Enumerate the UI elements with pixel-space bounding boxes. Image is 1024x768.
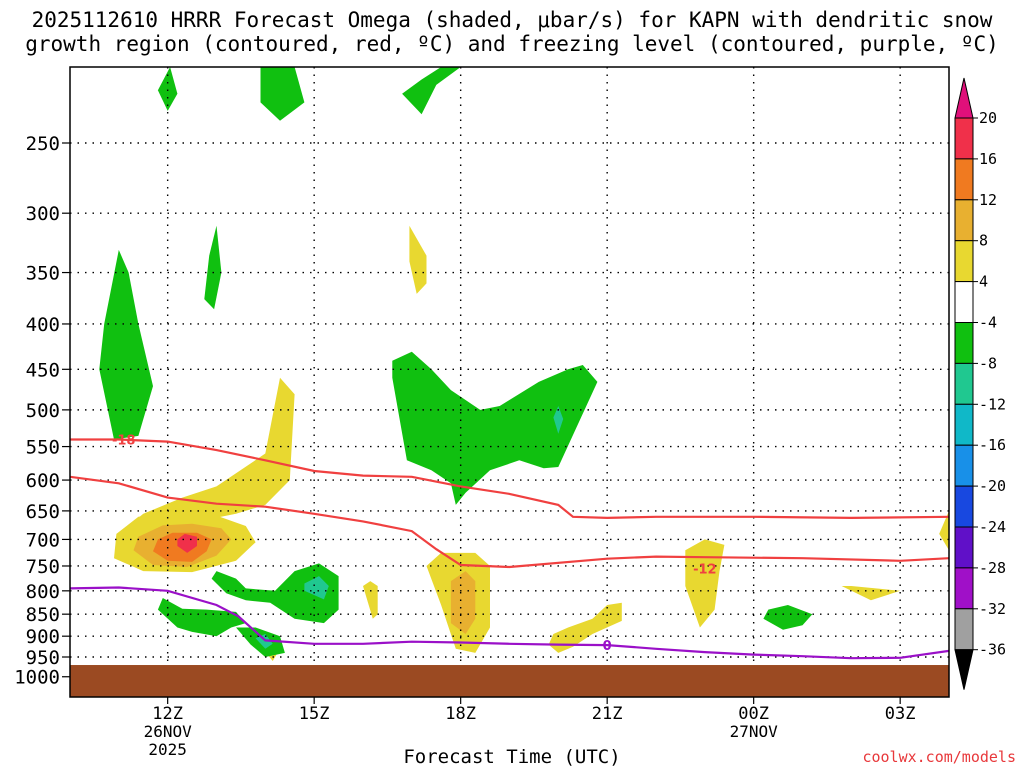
chart-title-line2: growth region (contoured, red, ºC) and f… (25, 32, 999, 56)
y-tick-label-700: 700 (26, 529, 60, 551)
chart-title-line1: 2025112610 HRRR Forecast Omega (shaded, … (31, 8, 993, 32)
y-tick-label-750: 750 (26, 556, 60, 578)
omega-region-0 (118, 377, 295, 556)
plot-frame (69, 66, 950, 698)
colorbar-swatch-3 (954, 240, 974, 283)
omega-region-4 (177, 533, 197, 553)
x-tick-sublabel: 26NOV (144, 722, 193, 741)
omega-region-27 (553, 406, 564, 434)
colorbar-swatch-11 (954, 567, 974, 610)
contour-label-0: 0 (603, 639, 612, 654)
colorbar-swatch-12 (954, 608, 974, 651)
colorbar-label-3: 8 (979, 232, 988, 250)
colorbar-label-4: 4 (979, 273, 988, 291)
omega-region-11 (939, 510, 949, 551)
y-tick-label-800: 800 (26, 581, 60, 603)
omega-region-10 (841, 586, 901, 601)
omega-region-22 (211, 563, 339, 624)
y-tick-label-400: 400 (26, 314, 60, 336)
omega-region-20 (392, 351, 598, 505)
x-tick-label-15Z: 15Z (299, 704, 330, 724)
y-tick-label-550: 550 (26, 437, 60, 459)
omega-region-15 (204, 225, 222, 310)
credit-link[interactable]: coolwx.com/models (862, 748, 1016, 766)
omega-region-9 (685, 539, 725, 628)
y-tick-label-650: 650 (26, 501, 60, 523)
omega-region-6 (450, 571, 476, 634)
colorbar-swatch-9 (954, 485, 974, 528)
colorbar-label-2: 12 (979, 191, 997, 209)
contour-label--18: -18 (112, 434, 136, 449)
colorbar: 20 16 12 8 4 -4 -8 -12 -16 -20 -24 -28 -32 -36 (954, 77, 1006, 690)
omega-region-14 (99, 249, 153, 440)
x-tick-label-18Z: 18Z (445, 704, 476, 724)
y-tick-label-350: 350 (26, 263, 60, 285)
colorbar-bottom-arrow (954, 649, 974, 690)
contour-0 (70, 586, 949, 660)
colorbar-label-6: -8 (979, 354, 997, 372)
omega-region-7 (363, 581, 378, 619)
colorbar-label-8: -16 (979, 436, 1006, 454)
colorbar-label-10: -24 (979, 518, 1006, 536)
colorbar-label-12: -32 (979, 600, 1006, 618)
colorbar-label-1: 16 (979, 150, 997, 168)
colorbar-swatch-6 (954, 362, 974, 405)
y-tick-label-1000: 1000 (14, 667, 60, 689)
y-tick-label-600: 600 (26, 470, 60, 492)
y-tick-label-300: 300 (26, 203, 60, 225)
x-tick-label-12Z: 12Z (152, 704, 183, 724)
omega-region-16 (157, 67, 178, 111)
colorbar-label-5: -4 (979, 314, 997, 332)
pressure-gridlines (70, 67, 949, 697)
colorbar-swatch-0 (954, 117, 974, 160)
colorbar-label-0: 20 (979, 109, 997, 127)
omega-region-18 (402, 67, 461, 115)
colorbar-swatch-5 (954, 322, 974, 364)
x-axis-label: Forecast Time (UTC) (403, 746, 621, 768)
omega-region-24 (763, 605, 813, 630)
y-axis-ticks: 2503003504004505005506006507007508008509… (14, 133, 70, 689)
colorbar-swatch-4 (954, 281, 974, 324)
colorbar-label-9: -20 (979, 477, 1006, 495)
colorbar-swatch-1 (954, 158, 974, 201)
colorbar-swatch-2 (954, 199, 974, 242)
omega-region-25 (304, 576, 329, 600)
colorbar-label-13: -36 (979, 641, 1006, 659)
omega-region-8 (548, 602, 622, 653)
x-tick-label-03Z: 03Z (885, 704, 916, 724)
y-tick-label-950: 950 (26, 647, 60, 669)
x-tick-label-21Z: 21Z (592, 704, 623, 724)
y-tick-label-500: 500 (26, 400, 60, 422)
omega-region-17 (260, 67, 305, 121)
omega-region-12 (409, 225, 427, 294)
ground-terrain (70, 665, 949, 697)
y-tick-label-450: 450 (26, 359, 60, 381)
omega-shading (99, 67, 949, 661)
contour-label--12: -12 (693, 563, 717, 578)
temperature-contours: -18 -12 0 (70, 434, 949, 660)
colorbar-swatch-8 (954, 444, 974, 487)
colorbar-swatch-10 (954, 526, 974, 569)
y-tick-label-250: 250 (26, 133, 60, 155)
x-tick-sublabel: 2025 (148, 740, 187, 759)
contour--18 (70, 438, 949, 520)
y-tick-label-900: 900 (26, 626, 60, 648)
colorbar-label-11: -28 (979, 559, 1006, 577)
colorbar-top-arrow (954, 77, 974, 119)
y-tick-label-850: 850 (26, 604, 60, 626)
contour--12 (70, 475, 949, 569)
colorbar-swatch-7 (954, 403, 974, 446)
x-tick-label-00Z: 00Z (738, 704, 769, 724)
colorbar-label-7: -12 (979, 395, 1006, 413)
omega-region-21 (157, 598, 246, 637)
x-tick-sublabel: 27NOV (730, 722, 779, 741)
omega-region-26 (255, 634, 273, 649)
